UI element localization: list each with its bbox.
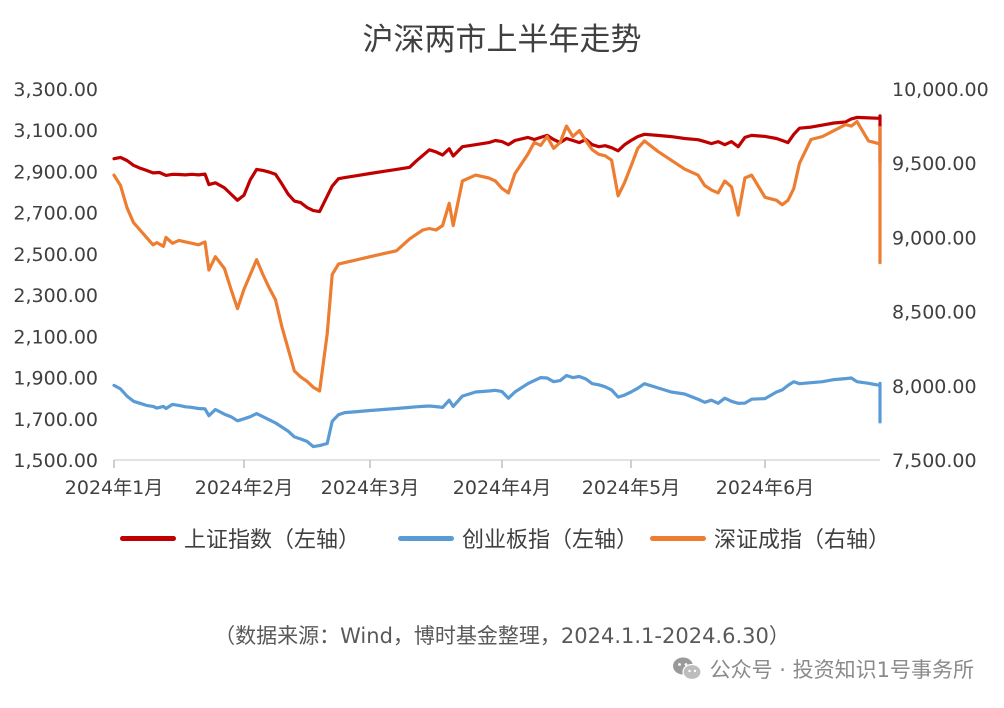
wechat-icon	[672, 657, 702, 681]
chart-title: 沪深两市上半年走势	[362, 22, 642, 58]
left-axis-tick-label: 2,100.00	[13, 326, 98, 348]
x-axis-tick-label: 2024年3月	[321, 477, 419, 499]
left-axis-tick-label: 3,100.00	[13, 120, 98, 142]
left-axis-tick-label: 1,900.00	[13, 368, 98, 390]
x-axis-tick-label: 2024年6月	[716, 477, 814, 499]
watermark: 公众号 · 投资知识1号事务所	[672, 654, 974, 684]
right-axis-tick-label: 9,000.00	[892, 227, 977, 249]
right-axis-tick-label: 8,500.00	[892, 302, 977, 324]
chart-legend: 上证指数（左轴） 创业板指（左轴） 深证成指（右轴）	[0, 522, 1004, 558]
left-axis-tick-label: 3,300.00	[13, 79, 98, 101]
line-chart: 1,500.00 1,700.00 1,900.00 2,100.00 2,300.00…	[13, 79, 989, 499]
left-axis-tick-label: 2,900.00	[13, 161, 98, 183]
series-line-chinext	[112, 373, 882, 449]
x-axis-tick-label: 2024年4月	[453, 477, 551, 499]
right-axis-tick-label: 9,500.00	[892, 153, 977, 175]
watermark-text: 公众号 · 投资知识1号事务所	[709, 658, 974, 682]
legend-item-chinext: 创业板指（左轴）	[398, 522, 638, 554]
right-axis-tick-label: 10,000.00	[892, 79, 989, 101]
right-axis-tick-label: 8,000.00	[892, 376, 977, 398]
x-axis-tick-label: 2024年2月	[195, 477, 293, 499]
legend-swatch-sse	[120, 535, 176, 541]
x-axis-tick-label: 2024年5月	[582, 477, 680, 499]
left-axis-tick-label: 2,300.00	[13, 285, 98, 307]
source-note: （数据来源：Wind，博时基金整理，2024.1.1-2024.6.30）	[214, 624, 790, 648]
left-axis-tick-label: 1,700.00	[13, 409, 98, 431]
legend-item-szse: 深证成指（右轴）	[650, 522, 890, 554]
left-axis-tick-label: 2,500.00	[13, 244, 98, 266]
legend-swatch-szse	[650, 535, 706, 541]
right-axis-tick-label: 7,500.00	[892, 450, 977, 472]
left-axis-tick-label: 1,500.00	[13, 450, 98, 472]
legend-label-chinext: 创业板指（左轴）	[462, 528, 639, 553]
x-axis-tick-label: 2024年1月	[65, 477, 163, 499]
left-axis-tick-label: 2,700.00	[13, 203, 98, 225]
legend-swatch-chinext	[398, 535, 454, 541]
legend-label-sse: 上证指数（左轴）	[184, 528, 361, 553]
series-line-szse	[112, 120, 882, 393]
legend-item-sse: 上证指数（左轴）	[120, 522, 360, 554]
legend-label-szse: 深证成指（右轴）	[714, 528, 891, 553]
